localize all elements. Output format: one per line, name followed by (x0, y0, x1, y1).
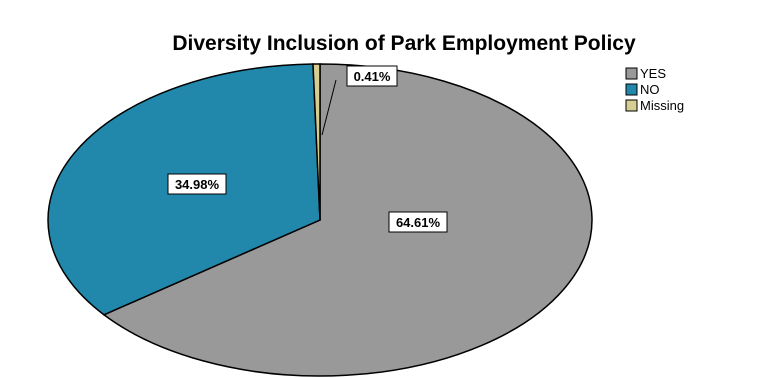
data-label-box (167, 173, 227, 195)
legend-label-yes: YES (640, 66, 666, 81)
legend-swatch-no (625, 83, 638, 96)
data-label-text: 34.98% (175, 177, 220, 192)
legend-label-missing: Missing (640, 98, 684, 113)
data-label-yes: 64.61% (388, 211, 448, 233)
data-label-no: 34.98% (167, 173, 227, 195)
slice-labels: 64.61% 34.98% 0.41% (167, 65, 448, 233)
data-label-box (346, 65, 398, 87)
chart-title: Diversity Inclusion of Park Employment P… (172, 32, 636, 55)
legend-swatch-yes (625, 67, 638, 80)
leader-line-missing (321, 79, 337, 136)
legend-label-no: NO (640, 82, 660, 97)
data-label-box (388, 211, 448, 233)
pie-slice-yes (102, 63, 593, 377)
data-label-text: 0.41% (354, 69, 391, 84)
pie-slices (47, 63, 593, 377)
legend-swatch-missing (625, 99, 638, 112)
data-label-missing: 0.41% (346, 65, 398, 87)
pie-slice-missing (312, 63, 321, 221)
data-label-text: 64.61% (396, 215, 441, 230)
